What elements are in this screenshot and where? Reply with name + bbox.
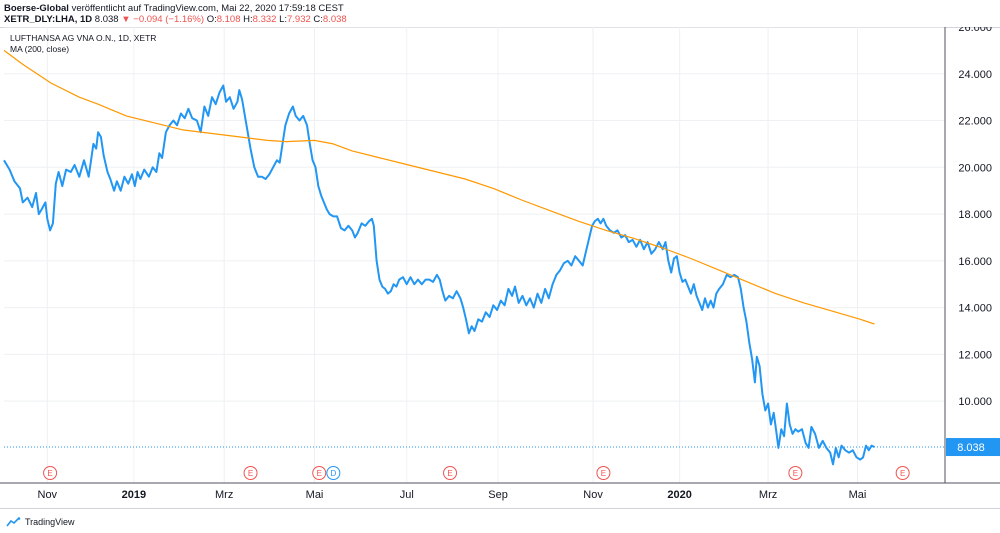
earnings-marker (895, 466, 910, 480)
price-chart[interactable]: 10.000 12.000 14.000 16.000 18.000 20.000 22.0… (0, 27, 1000, 508)
low-value: 7.932 (287, 14, 311, 25)
price-change: −0.094 (−1.16%) (133, 14, 205, 25)
publication-line: Boerse-Global veröffentlicht auf Trading… (4, 3, 344, 14)
x-tick-label: 2020 (667, 489, 691, 501)
x-tick-label: Nov (38, 489, 58, 501)
ma-series-line (3, 49, 875, 325)
price-axis: 10.000 12.000 14.000 16.000 18.000 20.000 22.0… (958, 27, 992, 408)
tradingview-brand: TradingView (25, 517, 75, 527)
close-value: 8.038 (322, 14, 347, 25)
earnings-marker (243, 466, 258, 480)
last-price-marker: 8.038 (4, 438, 1000, 457)
y-tick-label: 26.000 (958, 27, 992, 34)
x-tick-label: Mai (306, 489, 324, 501)
earnings-marker (596, 466, 611, 480)
earnings-marker (788, 466, 803, 480)
chart-grid (0, 27, 1000, 484)
event-label: E (793, 469, 798, 478)
event-label: D (330, 469, 336, 478)
event-label: E (601, 469, 606, 478)
quote-line: XETR_DLY:LHA, 1D 8.038 ▼ −0.094 (−1.16%)… (4, 14, 347, 25)
x-tick-label: Sep (488, 489, 508, 501)
x-tick-label: Mrz (215, 489, 233, 501)
symbol-label: XETR_DLY:LHA, 1D (4, 14, 93, 25)
y-tick-label: 12.000 (958, 349, 992, 361)
open-value: 8.108 (216, 14, 241, 25)
chart-legend: LUFTHANSA AG VNA O.N., 1D, XETR MA (200,… (10, 33, 156, 55)
legend-symbol: LUFTHANSA AG VNA O.N., 1D, XETR (10, 33, 157, 43)
event-label: E (317, 469, 322, 478)
y-tick-label: 20.000 (958, 162, 992, 174)
earnings-marker (443, 466, 458, 480)
time-axis: Nov 2019 Mrz Mai Jul Sep Nov 2020 Mrz Mai (38, 489, 867, 501)
legend-ma: MA (200, close) (10, 44, 70, 54)
published-text: veröffentlicht auf TradingView.com, Mai … (71, 3, 344, 14)
publisher-name: Boerse-Global (4, 3, 69, 14)
footer: TradingView (0, 508, 1000, 533)
tradingview-icon (6, 517, 21, 527)
last-price: 8.038 (94, 14, 119, 25)
change-down-icon: ▼ (121, 14, 131, 25)
dividend-marker (326, 466, 341, 480)
y-tick-label: 22.000 (958, 116, 992, 128)
price-series-line (3, 84, 875, 466)
event-label: E (47, 469, 52, 478)
y-tick-label: 16.000 (958, 256, 992, 268)
event-label: E (447, 469, 452, 478)
chart-series (3, 49, 875, 466)
high-label: H: (243, 14, 253, 25)
tradingview-logo[interactable]: TradingView (6, 517, 75, 527)
y-tick-label: 18.000 (958, 209, 992, 221)
x-tick-label: Mrz (759, 489, 777, 501)
high-value: 8.332 (252, 14, 277, 25)
y-tick-label: 24.000 (958, 69, 992, 81)
open-label: O: (206, 14, 217, 25)
x-tick-label: Mai (849, 489, 867, 501)
event-label: E (248, 469, 253, 478)
x-tick-label: Jul (400, 489, 414, 501)
x-tick-label: 2019 (122, 489, 146, 501)
y-tick-label: 14.000 (958, 303, 992, 315)
last-price-label: 8.038 (957, 442, 985, 454)
close-label: C: (313, 14, 323, 25)
earnings-marker (312, 466, 327, 480)
x-tick-label: Nov (583, 489, 603, 501)
y-tick-label: 10.000 (958, 396, 992, 408)
last-price-badge (946, 438, 1000, 457)
event-label: E (900, 469, 905, 478)
publication-header: Boerse-Global veröffentlicht auf Trading… (0, 0, 1000, 26)
earnings-marker (43, 466, 58, 480)
low-label: L: (279, 14, 287, 25)
